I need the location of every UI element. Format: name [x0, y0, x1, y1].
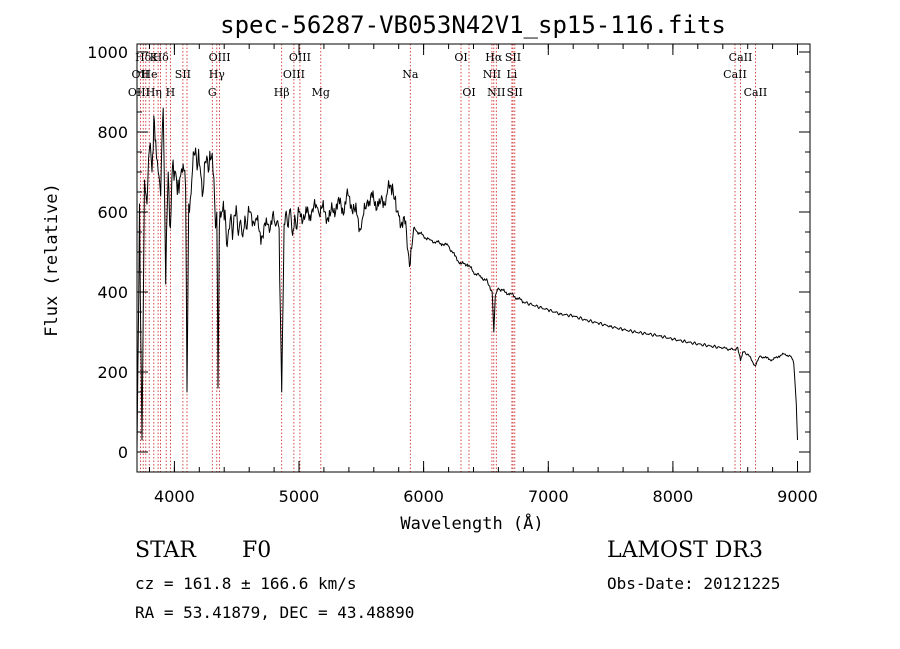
y-tick-label: 600 [97, 203, 128, 222]
y-tick-label: 0 [118, 443, 128, 462]
line-label: NII [487, 86, 505, 99]
line-label: K [150, 51, 159, 64]
line-label: OI [454, 51, 467, 64]
plot-frame [136, 43, 811, 473]
line-label: G [208, 86, 217, 99]
line-label: Mg [312, 86, 330, 99]
line-label: Hη [146, 86, 162, 99]
y-tick-label: 800 [97, 123, 128, 142]
axis-ticks: 4000 5000 6000 7000 8000 9000 0 200 400 600 800 100… [87, 43, 818, 506]
x-axis-label: Wavelength (Å) [400, 512, 543, 534]
line-label: OIII [289, 51, 311, 64]
line-label: OIII [283, 68, 305, 81]
x-tick-label: 8000 [653, 487, 694, 506]
line-label: SII [507, 86, 523, 99]
line-label: SII [505, 51, 521, 64]
x-tick-label: 9000 [777, 487, 818, 506]
line-label: OII [132, 68, 150, 81]
spectrum-line [136, 107, 798, 453]
survey-name: LAMOST DR3 [607, 538, 763, 563]
line-label: H [166, 86, 176, 99]
line-label: Hα [485, 51, 503, 64]
line-label: Hβ [274, 86, 290, 99]
line-label: OI [462, 86, 475, 99]
redshift-velocity: cz = 161.8 ± 166.6 km/s [135, 574, 357, 593]
spectrum-series [136, 107, 798, 453]
x-tick-label: 7000 [528, 487, 569, 506]
chart-title: spec-56287-VB053N42V1_sp15-116.fits [220, 11, 726, 39]
y-tick-label: 200 [97, 363, 128, 382]
object-class: STAR [135, 538, 196, 563]
line-label: Hδ [135, 51, 152, 64]
line-label: Hγ [209, 68, 226, 81]
line-label: CaII [744, 86, 768, 99]
x-tick-label: 6000 [403, 487, 444, 506]
line-label: CaII [729, 51, 753, 64]
line-label: Na [402, 68, 419, 81]
sky-coordinates: RA = 53.41879, DEC = 43.48890 [135, 603, 415, 622]
line-label: SII [175, 68, 191, 81]
line-label: He [141, 68, 157, 81]
y-tick-label: 1000 [87, 43, 128, 62]
line-label: NII [483, 68, 501, 81]
observation-date: Obs-Date: 20121225 [607, 574, 781, 593]
object-subclass: F0 [242, 538, 272, 563]
y-tick-label: 400 [97, 283, 128, 302]
y-axis-label: Flux (relative) [42, 183, 62, 337]
line-label: Li [506, 68, 517, 81]
line-label: OIII [209, 51, 231, 64]
x-tick-label: 5000 [279, 487, 320, 506]
x-tick-label: 4000 [154, 487, 195, 506]
line-label: Hδ [153, 51, 170, 64]
line-label: CaII [723, 68, 747, 81]
